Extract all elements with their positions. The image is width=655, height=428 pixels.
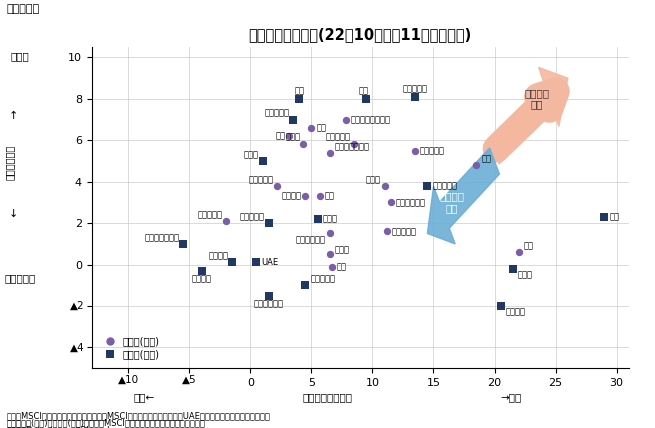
Text: スイス: スイス — [286, 133, 301, 142]
Text: 米国: 米国 — [337, 262, 347, 271]
Point — [349, 141, 360, 148]
Text: ▲4: ▲4 — [70, 342, 84, 352]
Text: UAE: UAE — [261, 258, 278, 267]
Point — [263, 292, 274, 299]
Point — [257, 158, 268, 164]
Text: タイ: タイ — [294, 86, 304, 95]
Text: カタール: カタール — [208, 252, 229, 261]
Text: 香港: 香港 — [524, 241, 534, 250]
Point — [382, 228, 392, 235]
Point — [294, 95, 305, 102]
Title: 株・為替の上昇率(22年10月末～11月末日時点): 株・為替の上昇率(22年10月末～11月末日時点) — [249, 27, 472, 42]
Text: ↓: ↓ — [9, 209, 18, 219]
Text: 台湾: 台湾 — [481, 155, 491, 163]
Point — [514, 249, 524, 256]
Text: エジプト: エジプト — [506, 308, 525, 317]
Point — [178, 241, 189, 247]
Text: デンマーク: デンマーク — [326, 133, 350, 142]
Point — [300, 193, 310, 199]
Text: 先進国(地域)・新興国(地域)の分類はMSCIの分類に従って記載、ラベルは一部: 先進国(地域)・新興国(地域)の分類はMSCIの分類に従って記載、ラベルは一部 — [7, 419, 206, 428]
Text: 株・為替
上昇: 株・為替 上昇 — [525, 88, 550, 110]
Point — [324, 149, 335, 156]
Point — [341, 116, 351, 123]
Text: イスラエル: イスラエル — [197, 210, 222, 219]
Text: →高い: →高い — [500, 392, 521, 402]
Point — [272, 182, 282, 189]
Legend: 先進国(地域), 新興国(地域): 先進国(地域), 新興国(地域) — [96, 333, 164, 363]
Text: マレーシア: マレーシア — [265, 109, 290, 118]
Point — [410, 147, 421, 154]
Point — [300, 282, 310, 288]
Text: クウェート: クウェート — [310, 274, 335, 283]
Text: ▲5: ▲5 — [182, 375, 196, 385]
Text: （株価の上昇率）: （株価の上昇率） — [303, 392, 352, 402]
Text: ▲10: ▲10 — [118, 375, 139, 385]
Text: コロンビア: コロンビア — [240, 212, 265, 221]
Point — [471, 162, 481, 169]
Text: 為替の上昇率: 為替の上昇率 — [5, 145, 15, 180]
Point — [306, 125, 316, 131]
Point — [422, 182, 432, 189]
Point — [386, 199, 396, 206]
FancyArrow shape — [427, 148, 500, 244]
Text: ↑: ↑ — [9, 110, 18, 121]
Text: ニュージーランド: ニュージーランド — [350, 115, 390, 124]
Text: 低い←: 低い← — [134, 392, 155, 402]
Text: チェコ: チェコ — [244, 150, 259, 159]
Point — [495, 303, 506, 309]
Point — [314, 193, 325, 199]
Point — [508, 265, 518, 272]
Text: 自国通貨安: 自国通貨安 — [4, 273, 35, 283]
Text: 株・為替
下落: 株・為替 下落 — [440, 192, 464, 213]
FancyArrow shape — [490, 68, 568, 164]
Point — [297, 141, 308, 148]
Point — [196, 268, 207, 274]
Point — [599, 214, 610, 220]
Point — [324, 251, 335, 258]
Text: メキシコ: メキシコ — [282, 192, 302, 201]
Text: ポーランド: ポーランド — [420, 146, 445, 155]
Text: （注）MSCI構成国・地域が対象、株価はMSCI構成指数（現地通貨）、UAEのみサウジ・タダウル全株指数: （注）MSCI構成国・地域が対象、株価はMSCI構成指数（現地通貨）、UAEのみ… — [7, 411, 271, 420]
Point — [361, 95, 371, 102]
Point — [284, 133, 295, 140]
Text: ▲2: ▲2 — [70, 301, 84, 311]
Text: 韓国: 韓国 — [359, 86, 369, 95]
Point — [221, 217, 231, 224]
Point — [252, 259, 262, 266]
Point — [410, 93, 421, 100]
Text: フィリピン: フィリピン — [392, 227, 417, 236]
Text: ブラジル: ブラジル — [191, 274, 212, 283]
Text: ハンガリー: ハンガリー — [432, 181, 457, 190]
Point — [263, 220, 274, 226]
Text: ドル安: ドル安 — [10, 51, 29, 61]
Text: 中国: 中国 — [609, 212, 619, 221]
Text: スウェーデン: スウェーデン — [296, 235, 326, 244]
Text: （図表１）: （図表１） — [7, 4, 40, 14]
Text: ノルウェー: ノルウェー — [249, 175, 274, 184]
Point — [288, 116, 298, 123]
Text: 南アフリカ: 南アフリカ — [403, 84, 428, 93]
Point — [324, 230, 335, 237]
Point — [327, 263, 337, 270]
Text: サウジアラビア: サウジアラビア — [145, 233, 179, 242]
Text: シンガポール: シンガポール — [396, 198, 426, 207]
Point — [312, 216, 323, 223]
Point — [379, 182, 390, 189]
Text: 英国: 英国 — [325, 192, 335, 201]
Text: インド: インド — [322, 214, 337, 223]
Text: （資料）Datastream、Bloomberg: （資料）Datastream、Bloomberg — [7, 426, 127, 428]
Text: ペルー: ペルー — [366, 175, 381, 184]
Text: トルコ: トルコ — [517, 270, 533, 279]
Text: 日本: 日本 — [316, 123, 326, 132]
Point — [227, 259, 237, 266]
Text: インドネシア: インドネシア — [253, 299, 284, 309]
Text: チリ: チリ — [276, 132, 286, 141]
Text: カナダ: カナダ — [335, 246, 350, 255]
Text: オーストラリア: オーストラリア — [335, 142, 369, 151]
